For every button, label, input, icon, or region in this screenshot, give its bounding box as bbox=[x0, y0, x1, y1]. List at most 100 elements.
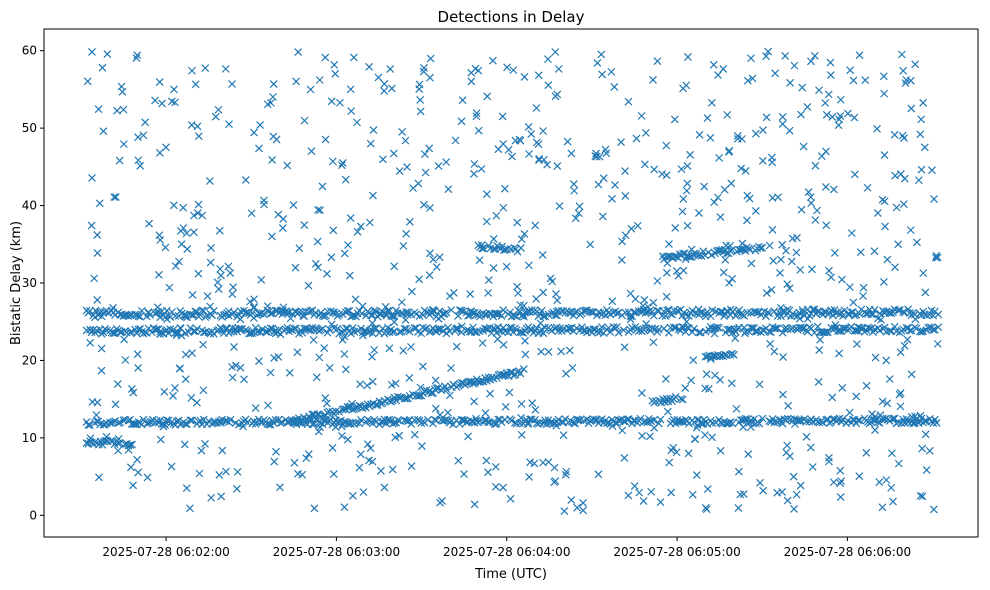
data-point bbox=[236, 307, 245, 316]
data-point bbox=[627, 224, 636, 233]
data-point bbox=[294, 48, 303, 56]
data-point bbox=[387, 84, 396, 93]
data-point bbox=[561, 470, 570, 479]
data-point bbox=[188, 291, 197, 299]
data-point bbox=[355, 463, 364, 472]
data-point bbox=[132, 54, 141, 63]
data-point bbox=[790, 61, 799, 70]
data-point bbox=[236, 363, 245, 372]
data-point bbox=[769, 256, 778, 265]
data-point bbox=[216, 418, 225, 427]
data-point bbox=[568, 363, 577, 372]
data-point bbox=[704, 385, 713, 393]
data-point bbox=[731, 334, 740, 343]
data-point bbox=[808, 265, 816, 274]
data-point bbox=[519, 312, 528, 321]
data-point bbox=[486, 389, 494, 398]
data-point bbox=[485, 418, 494, 427]
data-point bbox=[498, 112, 507, 121]
data-point bbox=[649, 298, 658, 307]
data-point bbox=[344, 241, 352, 249]
data-point bbox=[695, 328, 703, 337]
data-point bbox=[778, 240, 787, 249]
data-point bbox=[772, 324, 780, 333]
data-point bbox=[919, 98, 928, 107]
data-point bbox=[479, 244, 488, 253]
data-point bbox=[346, 85, 355, 94]
data-point bbox=[537, 306, 546, 315]
data-point bbox=[368, 377, 377, 386]
data-point bbox=[418, 362, 427, 371]
data-point bbox=[762, 289, 771, 298]
data-point bbox=[896, 402, 905, 411]
data-point bbox=[922, 466, 931, 474]
data-point bbox=[672, 267, 681, 276]
data-point bbox=[586, 307, 595, 316]
data-point bbox=[637, 306, 646, 315]
data-point bbox=[102, 326, 111, 335]
data-point bbox=[825, 266, 833, 275]
data-point bbox=[126, 463, 135, 472]
data-point bbox=[113, 380, 122, 388]
data-point bbox=[491, 482, 500, 491]
data-point bbox=[357, 416, 365, 424]
data-point bbox=[849, 298, 858, 307]
data-point bbox=[591, 152, 600, 161]
data-point bbox=[771, 69, 780, 78]
data-point bbox=[916, 130, 925, 139]
data-point bbox=[436, 411, 444, 419]
data-point bbox=[874, 314, 882, 323]
data-point bbox=[95, 473, 103, 482]
data-point bbox=[824, 90, 833, 99]
data-point bbox=[836, 95, 845, 104]
data-point bbox=[201, 439, 209, 448]
data-point bbox=[557, 347, 566, 356]
data-point bbox=[503, 245, 512, 254]
data-point bbox=[452, 324, 461, 333]
data-point bbox=[259, 196, 268, 205]
data-point bbox=[521, 350, 530, 359]
data-point bbox=[415, 80, 424, 89]
data-point bbox=[228, 79, 236, 88]
data-point bbox=[452, 325, 461, 334]
data-point bbox=[883, 255, 892, 264]
data-point bbox=[500, 184, 509, 193]
data-point bbox=[640, 160, 649, 169]
data-point bbox=[215, 471, 224, 479]
data-point bbox=[189, 327, 198, 336]
data-point bbox=[739, 490, 748, 498]
data-point bbox=[283, 161, 292, 170]
data-point bbox=[567, 496, 576, 505]
data-point bbox=[830, 249, 839, 257]
data-point bbox=[285, 368, 294, 377]
data-point bbox=[747, 259, 756, 268]
data-point bbox=[99, 127, 108, 136]
data-point bbox=[682, 317, 691, 326]
data-point bbox=[356, 380, 365, 389]
data-point bbox=[593, 59, 602, 67]
data-point bbox=[511, 311, 519, 320]
data-point bbox=[733, 134, 742, 143]
data-point bbox=[102, 432, 111, 441]
data-point bbox=[559, 431, 568, 440]
data-point bbox=[684, 449, 693, 458]
data-point bbox=[849, 76, 858, 85]
data-point bbox=[472, 112, 481, 121]
data-point bbox=[885, 375, 894, 383]
data-point bbox=[278, 306, 287, 315]
data-point bbox=[918, 492, 927, 501]
data-point bbox=[650, 165, 659, 174]
data-point bbox=[639, 497, 648, 505]
data-point bbox=[672, 448, 681, 457]
data-point bbox=[678, 207, 687, 216]
data-point bbox=[93, 230, 102, 239]
data-point bbox=[251, 404, 260, 412]
data-point bbox=[758, 126, 767, 135]
data-point bbox=[579, 499, 588, 507]
data-point bbox=[120, 335, 129, 344]
data-point bbox=[573, 503, 582, 512]
data-point bbox=[426, 249, 434, 258]
data-point bbox=[701, 312, 710, 321]
data-point bbox=[236, 315, 245, 324]
data-point bbox=[300, 221, 309, 230]
